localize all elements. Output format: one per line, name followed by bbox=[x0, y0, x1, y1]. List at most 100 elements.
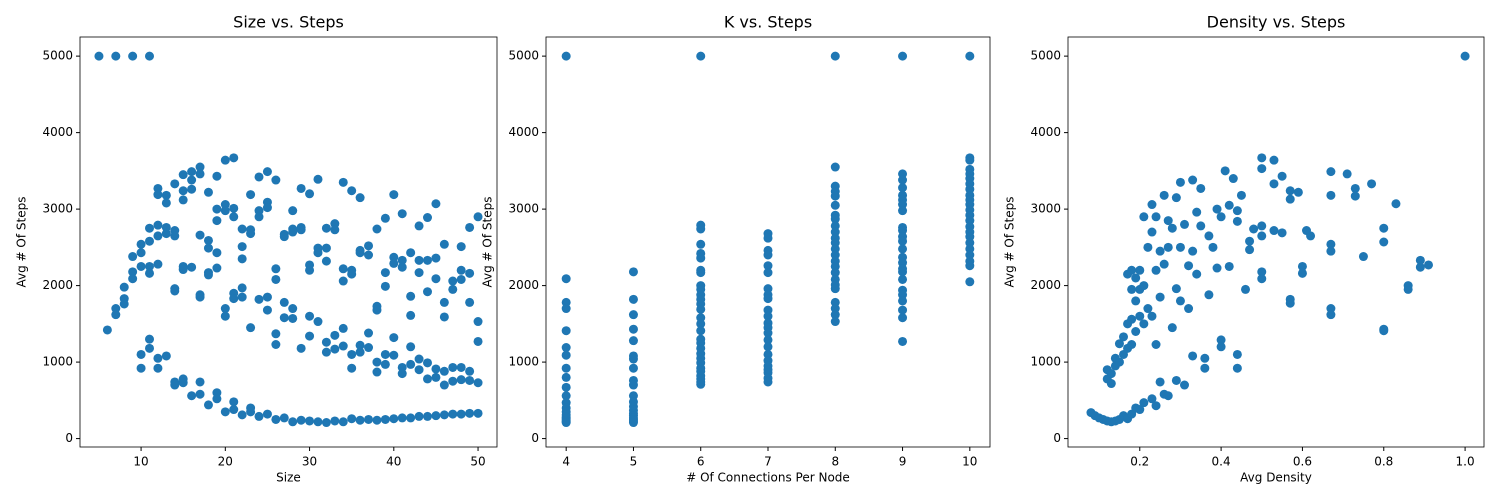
point bbox=[423, 213, 432, 223]
x-tick-label: 6 bbox=[697, 455, 705, 469]
point bbox=[338, 323, 348, 333]
point bbox=[237, 242, 247, 252]
point bbox=[414, 268, 424, 278]
point bbox=[262, 409, 272, 419]
x-tick-label: 0.6 bbox=[1293, 455, 1312, 469]
point bbox=[237, 224, 247, 234]
point bbox=[696, 239, 706, 249]
point bbox=[347, 363, 357, 373]
point bbox=[465, 366, 475, 376]
point bbox=[321, 347, 331, 357]
point bbox=[338, 264, 348, 274]
y-tick-label: 5000 bbox=[508, 49, 539, 63]
point bbox=[1155, 292, 1165, 302]
x-tick-label: 0.4 bbox=[1212, 455, 1231, 469]
point bbox=[423, 358, 432, 368]
point bbox=[696, 253, 706, 263]
point bbox=[1175, 296, 1185, 306]
point bbox=[1131, 273, 1141, 283]
point bbox=[355, 347, 365, 357]
point bbox=[262, 167, 272, 177]
point bbox=[128, 252, 138, 262]
point bbox=[246, 229, 256, 239]
point bbox=[1175, 177, 1185, 187]
point bbox=[195, 230, 205, 240]
point bbox=[898, 244, 908, 254]
point bbox=[561, 51, 571, 61]
point bbox=[406, 342, 416, 352]
point bbox=[1208, 242, 1218, 252]
point bbox=[1192, 269, 1202, 279]
point bbox=[1232, 363, 1242, 373]
point bbox=[1200, 353, 1210, 363]
point bbox=[1188, 246, 1198, 256]
point bbox=[145, 236, 154, 246]
point bbox=[965, 51, 975, 61]
point bbox=[465, 222, 475, 232]
point bbox=[355, 340, 365, 350]
point bbox=[1135, 311, 1145, 321]
point bbox=[347, 186, 357, 196]
point bbox=[364, 343, 374, 353]
point bbox=[128, 51, 138, 61]
point bbox=[628, 418, 638, 428]
point bbox=[414, 221, 424, 231]
point bbox=[423, 255, 432, 265]
point bbox=[1232, 349, 1242, 359]
point bbox=[271, 329, 281, 339]
point bbox=[347, 269, 357, 279]
point bbox=[380, 281, 390, 291]
point bbox=[136, 261, 146, 271]
point bbox=[1155, 246, 1165, 256]
y-tick-label: 2000 bbox=[42, 278, 73, 292]
point bbox=[1204, 231, 1214, 241]
point bbox=[1159, 190, 1169, 200]
point bbox=[111, 310, 121, 320]
x-tick-label: 0.2 bbox=[1130, 455, 1149, 469]
point bbox=[465, 297, 475, 307]
point bbox=[830, 51, 840, 61]
point bbox=[1167, 223, 1177, 233]
point bbox=[439, 366, 449, 376]
point bbox=[389, 414, 399, 424]
point bbox=[380, 414, 390, 424]
y-tick-label: 0 bbox=[531, 431, 539, 445]
point bbox=[229, 405, 239, 415]
x-tick-label: 1.0 bbox=[1456, 455, 1475, 469]
point bbox=[262, 305, 272, 315]
point bbox=[1220, 166, 1230, 176]
point bbox=[305, 265, 315, 275]
point bbox=[1285, 298, 1295, 308]
point bbox=[696, 304, 706, 314]
point bbox=[136, 349, 146, 359]
point bbox=[1350, 183, 1360, 193]
point bbox=[561, 350, 571, 360]
point bbox=[1147, 394, 1157, 404]
point bbox=[431, 364, 441, 374]
point bbox=[1367, 179, 1377, 189]
point bbox=[414, 411, 424, 421]
point bbox=[696, 326, 706, 336]
point bbox=[321, 337, 331, 347]
x-tick-label: 0.8 bbox=[1374, 455, 1393, 469]
point bbox=[1269, 226, 1279, 236]
point bbox=[1163, 391, 1173, 401]
point bbox=[1350, 191, 1360, 201]
point bbox=[347, 414, 357, 424]
point bbox=[1403, 284, 1413, 294]
point bbox=[830, 310, 840, 320]
point bbox=[355, 248, 365, 258]
point bbox=[330, 225, 340, 235]
point bbox=[561, 418, 571, 428]
x-axis-label: # Of Connections Per Node bbox=[686, 471, 850, 485]
point bbox=[145, 261, 154, 271]
point bbox=[389, 190, 399, 200]
point bbox=[561, 326, 571, 336]
point bbox=[898, 305, 908, 315]
point bbox=[898, 175, 908, 185]
point bbox=[473, 378, 483, 388]
point bbox=[279, 313, 289, 323]
axes-frame bbox=[1067, 36, 1485, 448]
x-tick-label: 20 bbox=[218, 455, 233, 469]
point bbox=[439, 380, 449, 390]
